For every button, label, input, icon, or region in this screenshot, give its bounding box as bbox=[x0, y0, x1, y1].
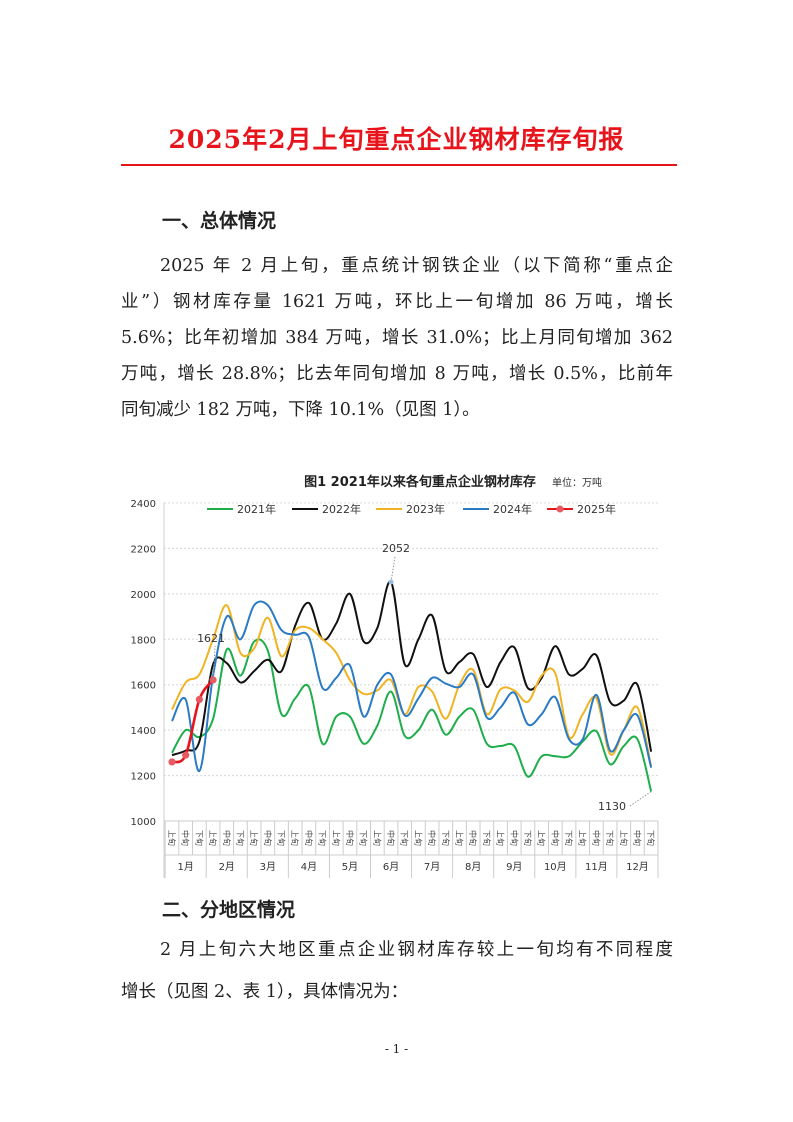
x-tick-label: 下旬 bbox=[646, 830, 656, 846]
x-tick-label: 下旬 bbox=[318, 830, 328, 846]
x-tick-label: 中旬 bbox=[304, 830, 314, 846]
data-point bbox=[168, 758, 176, 766]
x-tick-label: 中旬 bbox=[591, 830, 601, 846]
month-label: 12月 bbox=[626, 861, 649, 873]
legend-marker bbox=[556, 505, 564, 513]
legend-label: 2024年 bbox=[493, 502, 532, 516]
y-tick-label: 1000 bbox=[131, 817, 156, 828]
legend-label: 2025年 bbox=[577, 502, 616, 516]
paragraph-line: 同旬减少 182 万吨，下降 10.1%（见图 1）。 bbox=[121, 400, 480, 420]
month-label: 9月 bbox=[506, 861, 522, 873]
peak-marker bbox=[388, 579, 394, 585]
series-line-2021年 bbox=[171, 638, 653, 792]
annotation-leader bbox=[390, 555, 396, 583]
series-line-2024年 bbox=[171, 600, 653, 773]
report-title: 2025年2月上旬重点企业钢材库存旬报 bbox=[168, 125, 625, 154]
section-heading: 一、总体情况 bbox=[162, 210, 277, 232]
section-heading: 二、分地区情况 bbox=[162, 899, 296, 921]
x-tick-label: 上旬 bbox=[413, 830, 423, 846]
title-divider bbox=[121, 164, 677, 166]
chart-title: 图1 2021年以来各旬重点企业钢材库存 bbox=[304, 474, 536, 490]
chart-unit: 单位：万吨 bbox=[552, 476, 602, 489]
y-tick-label: 2400 bbox=[131, 499, 156, 510]
x-tick-label: 中旬 bbox=[181, 830, 191, 846]
month-label: 8月 bbox=[465, 861, 481, 873]
x-tick-label: 中旬 bbox=[468, 830, 478, 846]
x-tick-label: 上旬 bbox=[454, 830, 464, 846]
annotation-label: 1621 bbox=[197, 632, 225, 645]
paragraph-line: 5.6%；比年初增加 384 万吨，增长 31.0%；比上月同旬增加 362 bbox=[121, 328, 673, 348]
legend-label: 2023年 bbox=[406, 502, 445, 516]
paragraph-line: 2025 年 2 月上旬，重点统计钢铁企业（以下简称“重点企 bbox=[160, 256, 673, 276]
series-line-2025年 bbox=[171, 679, 215, 764]
x-tick-label: 中旬 bbox=[222, 830, 232, 846]
y-tick-label: 1200 bbox=[131, 772, 156, 783]
data-point bbox=[209, 676, 217, 684]
month-label: 2月 bbox=[219, 861, 235, 873]
month-label: 6月 bbox=[383, 861, 399, 873]
x-tick-label: 中旬 bbox=[263, 830, 273, 846]
x-tick-label: 上旬 bbox=[249, 830, 259, 846]
x-tick-label: 上旬 bbox=[372, 830, 382, 846]
y-tick-label: 1600 bbox=[131, 681, 156, 692]
legend-label: 2022年 bbox=[322, 502, 361, 516]
x-tick-label: 下旬 bbox=[277, 830, 287, 846]
x-tick-label: 中旬 bbox=[550, 830, 560, 846]
x-tick-label: 上旬 bbox=[290, 830, 300, 846]
paragraph-line: 万吨，增长 28.8%；比去年同旬增加 8 万吨，增长 0.5%，比前年 bbox=[121, 364, 673, 384]
x-tick-label: 上旬 bbox=[537, 830, 547, 846]
x-tick-label: 中旬 bbox=[632, 830, 642, 846]
x-tick-label: 下旬 bbox=[605, 830, 615, 846]
month-label: 4月 bbox=[301, 861, 317, 873]
inventory-line-chart: 图1 2021年以来各旬重点企业钢材库存 单位：万吨 1000 1200 1400 160… bbox=[131, 474, 660, 878]
month-label: 7月 bbox=[424, 861, 440, 873]
month-label: 5月 bbox=[342, 861, 358, 873]
series-line-2022年 bbox=[171, 580, 653, 757]
month-label: 3月 bbox=[260, 861, 276, 873]
y-tick-label: 2000 bbox=[131, 590, 156, 601]
x-tick-label: 下旬 bbox=[523, 830, 533, 846]
x-tick-label: 下旬 bbox=[194, 830, 204, 846]
month-label: 1月 bbox=[178, 861, 194, 873]
page-number: - 1 - bbox=[384, 1042, 409, 1056]
x-tick-label: 下旬 bbox=[400, 830, 410, 846]
x-tick-label: 中旬 bbox=[345, 830, 355, 846]
x-tick-label: 下旬 bbox=[359, 830, 369, 846]
annotation-label: 2052 bbox=[382, 542, 410, 555]
paragraph-line: 2 月上旬六大地区重点企业钢材库存较上一旬均有不同程度 bbox=[160, 940, 673, 960]
x-tick-label: 下旬 bbox=[482, 830, 492, 846]
paragraph-line: 业”）钢材库存量 1621 万吨，环比上一旬增加 86 万吨，增长 bbox=[121, 292, 673, 312]
x-tick-label: 上旬 bbox=[167, 830, 177, 846]
paragraph-line: 增长（见图 2、表 1），具体情况为： bbox=[121, 982, 409, 1002]
y-tick-label: 2200 bbox=[131, 544, 156, 555]
month-label: 10月 bbox=[544, 861, 567, 873]
x-tick-label: 上旬 bbox=[619, 830, 629, 846]
data-point bbox=[182, 751, 190, 759]
x-tick-label: 中旬 bbox=[509, 830, 519, 846]
series-line-2023年 bbox=[171, 604, 653, 767]
x-tick-label: 下旬 bbox=[564, 830, 574, 846]
x-tick-label: 中旬 bbox=[427, 830, 437, 846]
x-tick-label: 上旬 bbox=[331, 830, 341, 846]
y-tick-label: 1800 bbox=[131, 635, 156, 646]
annotation-label: 1130 bbox=[598, 800, 626, 813]
annotation-leader bbox=[212, 645, 216, 680]
x-tick-label: 上旬 bbox=[496, 830, 506, 846]
x-tick-label: 上旬 bbox=[208, 830, 218, 846]
annotation-leader bbox=[629, 791, 652, 807]
x-tick-label: 中旬 bbox=[386, 830, 396, 846]
month-label: 11月 bbox=[585, 861, 608, 873]
x-tick-label: 上旬 bbox=[578, 830, 588, 846]
x-tick-label: 下旬 bbox=[235, 830, 245, 846]
y-tick-label: 1400 bbox=[131, 726, 156, 737]
data-point bbox=[195, 695, 203, 704]
legend-label: 2021年 bbox=[237, 502, 276, 516]
x-tick-label: 下旬 bbox=[441, 830, 451, 846]
